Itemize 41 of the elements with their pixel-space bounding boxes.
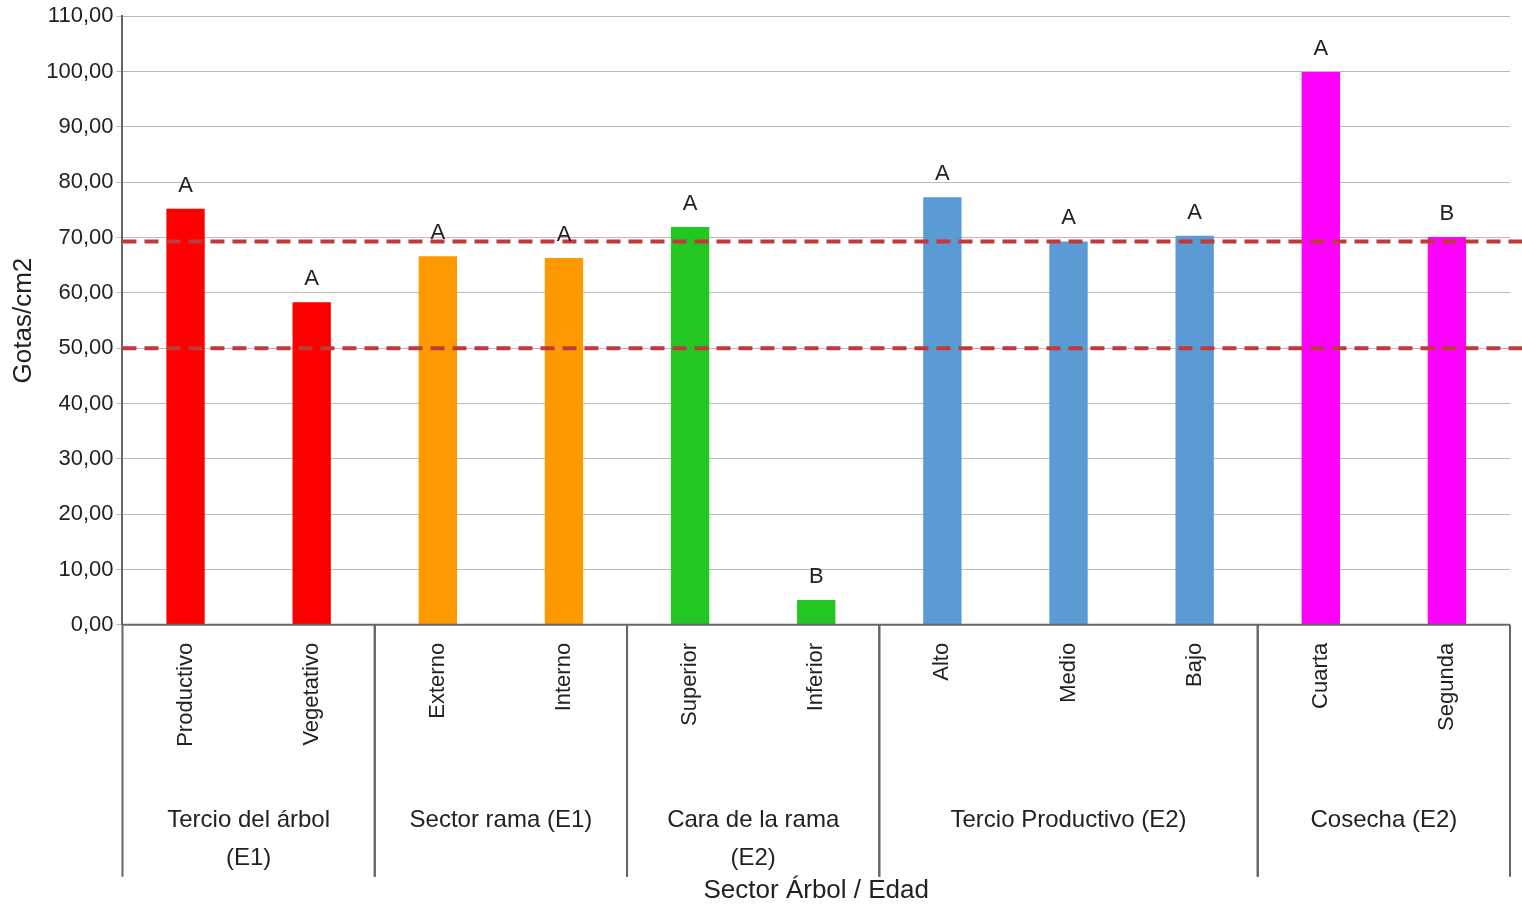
data-label: A	[1187, 198, 1203, 224]
y-tick-label: 20,00	[58, 500, 114, 526]
x-tick-label: Segunda	[1432, 642, 1458, 731]
y-axis-title: Gotas/cm2	[6, 257, 37, 384]
x-tick-label: Interno	[550, 642, 576, 712]
data-label: A	[1313, 35, 1329, 61]
data-label: A	[178, 171, 194, 197]
x-tick-label: Inferior	[802, 642, 828, 712]
text: Tercio Productivo (E2)	[950, 805, 1187, 833]
data-label: A	[430, 219, 446, 245]
data-label: A	[935, 160, 951, 186]
y-tick-label: 100,00	[46, 57, 114, 83]
y-tick-label: 60,00	[58, 278, 114, 304]
text: Cara de la rama (E2)	[667, 805, 840, 871]
y-tick-label: 50,00	[58, 334, 114, 360]
data-label: A	[556, 221, 572, 247]
y-tick-label: 90,00	[58, 112, 114, 138]
y-tick-label: 40,00	[58, 389, 114, 415]
y-tick-label: 0,00	[70, 610, 114, 636]
x-axis-title: Sector Árbol / Edad	[703, 873, 929, 904]
text: Tercio del árbol (E1)	[167, 805, 330, 871]
x-tick-label: Medio	[1054, 642, 1080, 703]
text: Sector rama (E1)	[409, 805, 593, 833]
x-tick-label: Vegetativo	[297, 642, 323, 746]
text: Cosecha (E2)	[1310, 805, 1458, 833]
x-tick-label: Productivo	[171, 642, 197, 747]
y-tick-label: 110,00	[47, 2, 114, 28]
y-tick-label: 30,00	[58, 444, 114, 470]
data-label: B	[808, 563, 824, 589]
y-tick-label: 70,00	[58, 223, 114, 249]
x-tick-label: Cuarta	[1306, 642, 1332, 709]
data-label: B	[1439, 200, 1455, 226]
x-tick-label: Bajo	[1180, 642, 1206, 687]
y-tick-label: 10,00	[58, 555, 114, 581]
y-tick-label: 80,00	[58, 168, 114, 194]
x-tick-label: Externo	[423, 642, 449, 719]
x-tick-label: Alto	[928, 642, 954, 681]
data-label: A	[304, 265, 320, 291]
data-label: A	[682, 190, 698, 216]
data-label: A	[1061, 204, 1077, 230]
x-tick-label: Superior	[676, 642, 702, 727]
